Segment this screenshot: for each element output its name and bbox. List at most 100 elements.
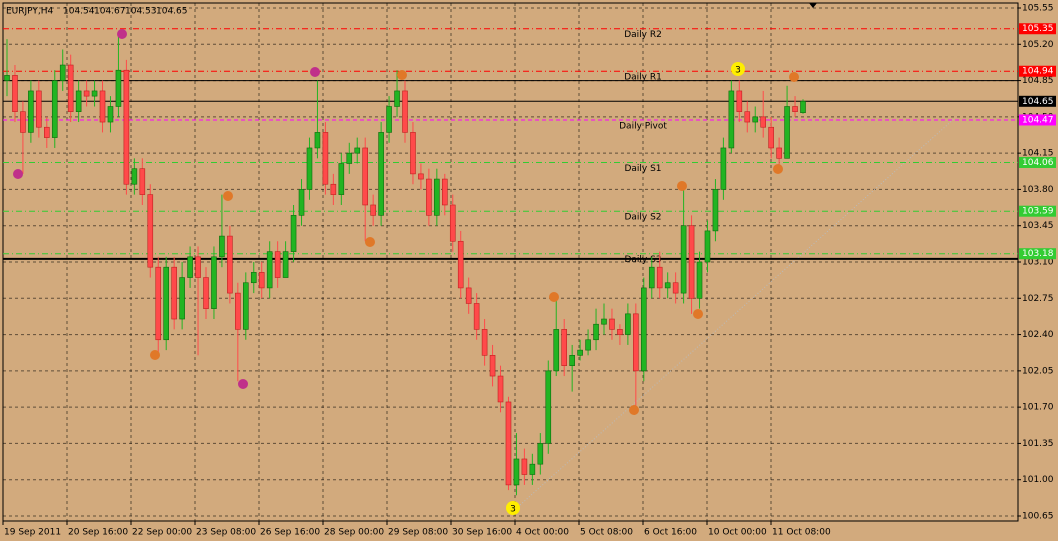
- y-tick-label: 100.65: [1022, 512, 1054, 522]
- candle-body: [585, 339, 591, 351]
- y-tick-label: 102.05: [1022, 366, 1054, 376]
- candle-body: [545, 370, 552, 444]
- y-tick-label: 102.75: [1022, 294, 1054, 304]
- candle-body: [760, 116, 767, 128]
- marker: [223, 191, 233, 201]
- x-tick-label: 22 Sep 00:00: [132, 528, 192, 538]
- y-tick-label: 103.45: [1022, 221, 1054, 231]
- candle-body: [656, 266, 663, 289]
- annotation: 3: [510, 505, 516, 515]
- candle-body: [537, 443, 544, 465]
- marker: [506, 501, 520, 515]
- candle-body: [529, 463, 536, 475]
- x-tick-label: 11 Oct 08:00: [772, 528, 831, 538]
- axis: 105.55105.20104.85104.50104.15103.80103.…: [2, 4, 1056, 538]
- candle-body: [378, 132, 384, 216]
- candle-body: [243, 282, 249, 330]
- x-tick-label: 6 Oct 16:00: [644, 528, 697, 538]
- price-badge: [1019, 65, 1056, 77]
- y-tick-label: 105.55: [1022, 4, 1054, 14]
- candle-body: [441, 178, 448, 206]
- current-price-label: 104.65: [1022, 97, 1054, 107]
- marker: [397, 70, 407, 80]
- candle-body: [322, 132, 329, 185]
- candle-body: [36, 90, 42, 128]
- candle-body: [402, 90, 408, 133]
- candle-body: [744, 111, 751, 123]
- candle-body: [314, 132, 321, 149]
- candle-body: [688, 225, 695, 299]
- candle-body: [465, 287, 472, 304]
- candle-body: [625, 313, 631, 335]
- candle-body: [386, 106, 392, 133]
- x-tick-label: 28 Sep 00:00: [324, 528, 384, 538]
- y-tick-label: 105.20: [1022, 40, 1054, 50]
- level-label: Daily R1: [624, 73, 662, 83]
- marker: [150, 350, 160, 360]
- candle-body: [171, 266, 177, 320]
- candle-body: [776, 147, 782, 159]
- candle-body: [633, 313, 639, 372]
- price-badge-label: 104.06: [1022, 158, 1054, 168]
- candle-body: [338, 163, 345, 195]
- candle-body: [354, 147, 361, 154]
- level-label: Daily S2: [624, 213, 661, 223]
- price-badge-label: 104.94: [1022, 67, 1054, 77]
- candle-body: [577, 349, 583, 356]
- candle-body: [473, 303, 480, 330]
- candle-body: [736, 90, 743, 112]
- x-tick-label: 19 Sep 2011: [4, 528, 61, 538]
- candle-body: [187, 256, 193, 278]
- x-tick-label: 29 Sep 08:00: [388, 528, 448, 538]
- candle-body: [235, 292, 241, 330]
- x-tick-label: 30 Sep 16:00: [452, 528, 512, 538]
- candle-body: [274, 251, 281, 278]
- candle-body: [362, 147, 369, 206]
- candle-body: [617, 329, 623, 335]
- candle-body: [457, 240, 464, 289]
- candle-body: [330, 183, 337, 195]
- candle-body: [505, 401, 512, 486]
- candle-body: [346, 152, 353, 164]
- current-price-badge: [1019, 95, 1056, 107]
- symbol: EURJPY,H4: [6, 7, 54, 17]
- candle-body: [28, 90, 34, 133]
- y-tick-label: 101.70: [1022, 403, 1054, 413]
- candle-body: [680, 225, 687, 294]
- candle-body: [752, 116, 759, 123]
- shift-marker: [809, 3, 817, 8]
- candle-body: [418, 173, 424, 180]
- marker: [693, 309, 703, 319]
- candles: [4, 33, 806, 496]
- candle-body: [394, 90, 400, 107]
- x-tick-label: 26 Sep 16:00: [260, 528, 320, 538]
- marker: [117, 29, 127, 39]
- candle-body: [99, 90, 106, 123]
- candle-body: [67, 64, 74, 112]
- candle-body: [75, 90, 82, 112]
- candle-body: [489, 355, 496, 377]
- y-tick-label: 104.85: [1022, 76, 1054, 86]
- candle-body: [20, 111, 26, 133]
- candle-body: [43, 126, 50, 138]
- x-tick-label: 23 Sep 08:00: [196, 528, 256, 538]
- candle-body: [370, 204, 376, 216]
- marker: [549, 292, 559, 302]
- candle-body: [211, 256, 217, 309]
- marker: [310, 67, 320, 77]
- x-tick-label: 10 Oct 00:00: [708, 528, 767, 538]
- marker: [238, 379, 248, 389]
- candle-body: [569, 355, 575, 366]
- candle-body: [115, 69, 122, 107]
- candle-body: [720, 147, 727, 190]
- y-tick-label: 101.00: [1022, 475, 1054, 485]
- y-tick-label: 103.10: [1022, 258, 1054, 268]
- header: EURJPY,H4 104.54 104.67 104.53 104.65: [6, 7, 188, 17]
- price-badge-label: 104.47: [1022, 115, 1054, 125]
- candle-body: [521, 458, 528, 475]
- candle-body: [12, 75, 18, 112]
- price-badge-label: 103.59: [1022, 207, 1054, 217]
- annotation: 3: [735, 66, 741, 76]
- price-badge-label: 103.18: [1022, 249, 1054, 259]
